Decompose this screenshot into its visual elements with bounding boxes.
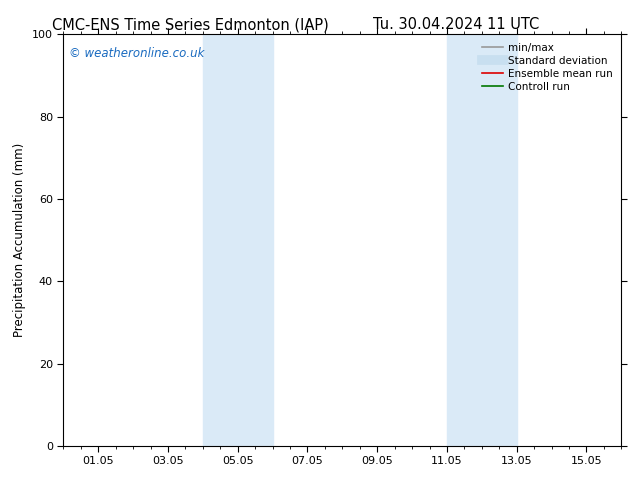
Bar (447, 34, 517, 446)
Text: Tu. 30.04.2024 11 UTC: Tu. 30.04.2024 11 UTC (373, 17, 540, 32)
Bar (203, 34, 273, 446)
Y-axis label: Precipitation Accumulation (mm): Precipitation Accumulation (mm) (13, 143, 27, 337)
Legend: min/max, Standard deviation, Ensemble mean run, Controll run: min/max, Standard deviation, Ensemble me… (479, 40, 616, 95)
Text: © weatheronline.co.uk: © weatheronline.co.uk (69, 47, 204, 60)
Text: CMC-ENS Time Series Edmonton (IAP): CMC-ENS Time Series Edmonton (IAP) (52, 17, 328, 32)
Title: CMC-ENS Time Series Edmonton (IAP)     Tu. 30.04.2024 11 UTC: CMC-ENS Time Series Edmonton (IAP) Tu. 3… (0, 489, 1, 490)
